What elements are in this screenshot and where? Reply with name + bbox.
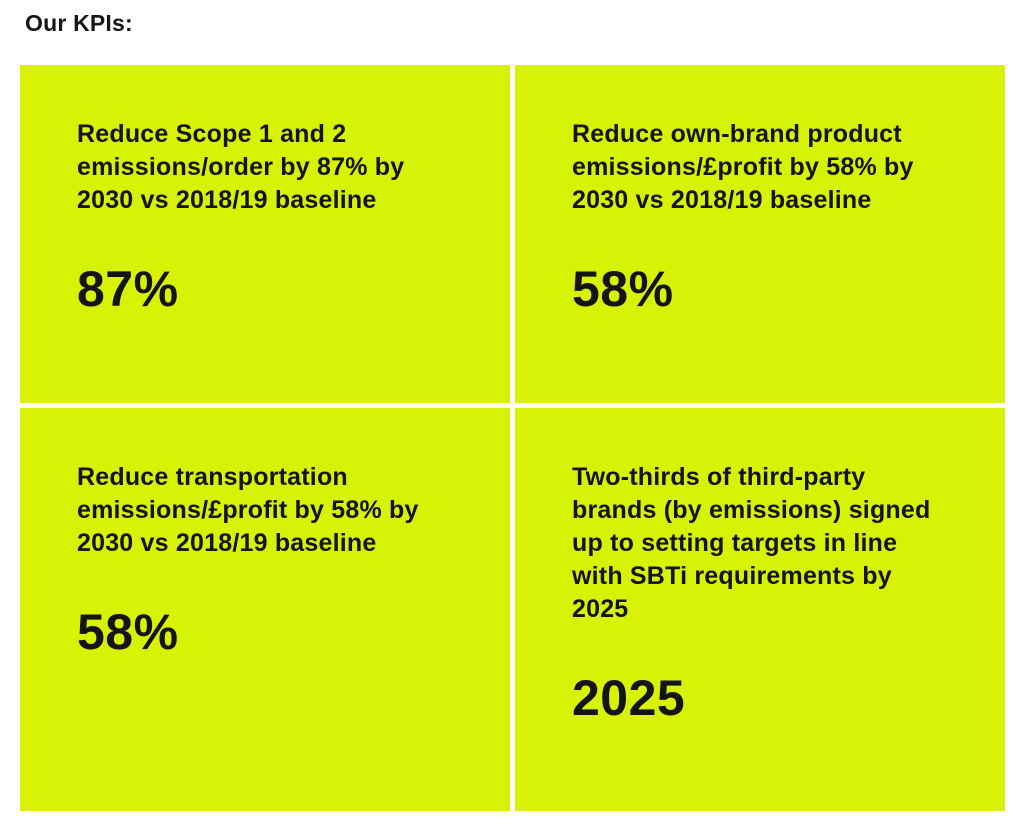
kpi-description: Two-thirds of third-party brands (by emi…: [572, 463, 931, 623]
kpi-value: 58%: [77, 604, 179, 660]
kpi-card-scope-1-2-emissions: Reduce Scope 1 and 2 emissions/order by …: [20, 65, 510, 403]
kpi-card-third-party-sbti: Two-thirds of third-party brands (by emi…: [515, 408, 1005, 811]
kpi-card-own-brand-emissions: Reduce own-brand product emissions/£prof…: [515, 65, 1005, 403]
kpi-description: Reduce own-brand product emissions/£prof…: [572, 120, 914, 214]
kpi-value: 58%: [572, 261, 674, 317]
kpi-value: 87%: [77, 261, 179, 317]
kpi-card-transportation-emissions: Reduce transportation emissions/£profit …: [20, 408, 510, 811]
kpi-description: Reduce transportation emissions/£profit …: [77, 463, 419, 557]
kpi-grid: Reduce Scope 1 and 2 emissions/order by …: [20, 65, 1005, 811]
kpi-description: Reduce Scope 1 and 2 emissions/order by …: [77, 120, 405, 214]
kpi-value: 2025: [572, 670, 686, 726]
page-title: Our KPIs:: [25, 10, 133, 36]
